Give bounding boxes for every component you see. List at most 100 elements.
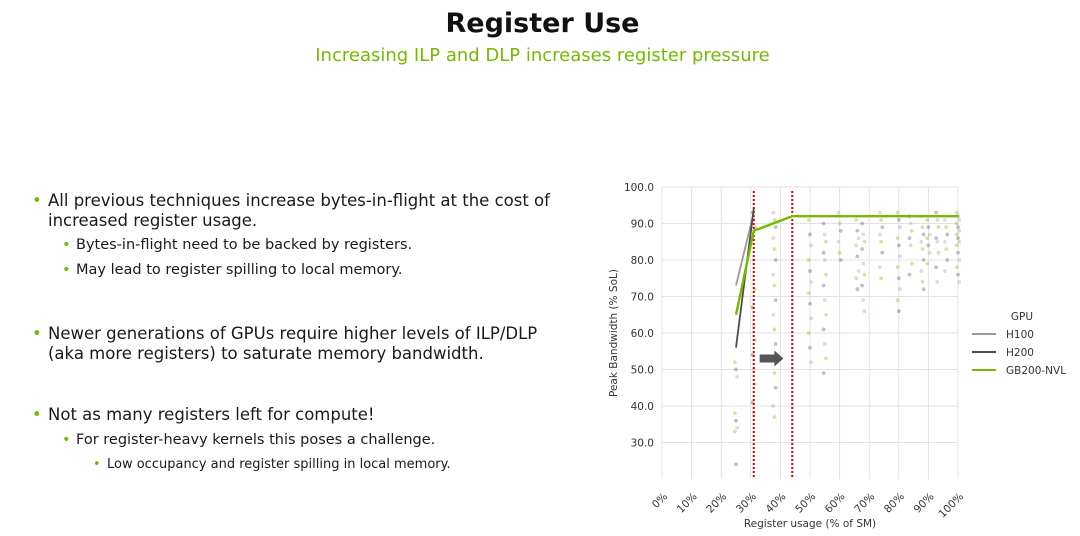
scatter-point — [824, 239, 828, 244]
scatter-point — [772, 415, 777, 419]
scatter-point — [836, 210, 841, 215]
scatter-point — [880, 250, 885, 255]
scatter-point — [920, 280, 925, 284]
scatter-point — [836, 239, 841, 244]
legend-title: GPU — [1011, 311, 1033, 323]
scatter-point — [772, 283, 777, 288]
scatter-point — [772, 217, 777, 222]
x-tick-label: 20% — [704, 491, 729, 516]
scatter-point — [772, 327, 777, 332]
x-tick-label: 70% — [852, 491, 877, 516]
scatter-point — [855, 228, 860, 233]
scatter-point — [854, 217, 859, 222]
scatter-point — [934, 265, 938, 270]
scatter-point — [919, 239, 924, 244]
scatter-point — [877, 210, 882, 215]
scatter-point — [921, 258, 926, 262]
scatter-point — [838, 228, 843, 233]
scatter-point — [880, 225, 885, 230]
scatter-point — [732, 411, 737, 416]
scatter-point — [808, 269, 812, 273]
bullet-compute: Not as many registers left for compute! — [32, 405, 552, 425]
scatter-point — [735, 374, 740, 379]
scatter-point — [927, 250, 932, 255]
scatter-point — [896, 276, 901, 281]
sub-sub-bullet-occupancy: Low occupancy and register spilling in l… — [32, 455, 552, 475]
y-tick-label: 70.0 — [631, 292, 654, 304]
sub-bullet-spilling: May lead to register spilling to local m… — [32, 260, 552, 280]
scatter-point — [806, 290, 811, 295]
y-tick-label: 60.0 — [631, 328, 654, 340]
scatter-point — [860, 221, 864, 226]
scatter-point — [909, 228, 914, 233]
scatter-point — [772, 371, 777, 376]
scatter-point — [735, 426, 740, 430]
scatter-point — [771, 210, 776, 215]
scatter-point — [855, 254, 860, 259]
scatter-point — [773, 298, 778, 303]
slide-title: Register Use — [445, 8, 640, 39]
scatter-point — [895, 210, 900, 215]
sub-bullet-registers: Bytes-in-flight need to be backed by reg… — [32, 235, 552, 255]
x-tick-label: 60% — [823, 491, 848, 516]
series-line-h100 — [735, 212, 755, 286]
scatter-point — [935, 217, 940, 222]
scatter-point — [862, 309, 867, 313]
x-tick-label: 10% — [675, 491, 700, 516]
scatter-point — [822, 232, 827, 237]
scatter-point — [907, 236, 912, 240]
scatter-point — [956, 225, 960, 230]
scatter-point — [772, 247, 777, 251]
scatter-point — [920, 247, 925, 251]
scatter-point — [771, 236, 776, 240]
scatter-point — [957, 217, 962, 222]
scatter-point — [821, 327, 826, 332]
y-tick-label: 50.0 — [631, 365, 654, 377]
scatter-point — [824, 272, 828, 277]
scatter-point — [896, 309, 901, 313]
scatter-point — [838, 258, 843, 262]
scatter-point — [862, 239, 867, 244]
legend-label: GB200-NVL — [1006, 365, 1066, 377]
scatter-point — [822, 298, 827, 303]
scatter-point — [957, 280, 962, 284]
scatter-point — [935, 280, 940, 284]
scatter-point — [895, 236, 900, 240]
y-tick-label: 40.0 — [631, 401, 654, 413]
scatter-point — [927, 232, 932, 237]
scatter-point — [879, 239, 883, 244]
scatter-point — [898, 287, 902, 292]
scatter-point — [956, 272, 960, 277]
scatter-point — [856, 236, 861, 240]
scatter-point — [773, 225, 778, 230]
scatter-point — [954, 265, 959, 270]
scatter-point — [734, 462, 738, 467]
scatter-point — [957, 228, 962, 233]
scatter-point — [909, 261, 914, 266]
scatter-point — [921, 232, 926, 237]
scatter-point — [956, 250, 960, 255]
scatter-point — [821, 283, 826, 288]
x-tick-label: 100% — [936, 491, 966, 521]
scatter-point — [877, 265, 882, 270]
scatter-point — [732, 429, 737, 434]
x-tick-label: 40% — [764, 491, 789, 516]
scatter-point — [945, 232, 950, 237]
scatter-point — [773, 385, 778, 390]
scatter-point — [936, 250, 941, 255]
scatter-point — [925, 236, 930, 240]
scatter-point — [896, 243, 901, 248]
scatter-point — [908, 243, 913, 248]
scatter-point — [935, 239, 940, 244]
scatter-point — [934, 210, 938, 215]
scatter-point — [860, 283, 864, 288]
series-line-gb200-nvl — [734, 215, 958, 315]
scatter-point — [907, 272, 912, 277]
scatter-point — [808, 232, 812, 237]
scatter-point — [898, 254, 902, 259]
scatter-point — [879, 276, 883, 281]
scatter-point — [809, 243, 814, 248]
x-tick-label: 0% — [650, 491, 670, 511]
scatter-point — [896, 217, 901, 222]
y-tick-label: 100.0 — [624, 182, 654, 194]
